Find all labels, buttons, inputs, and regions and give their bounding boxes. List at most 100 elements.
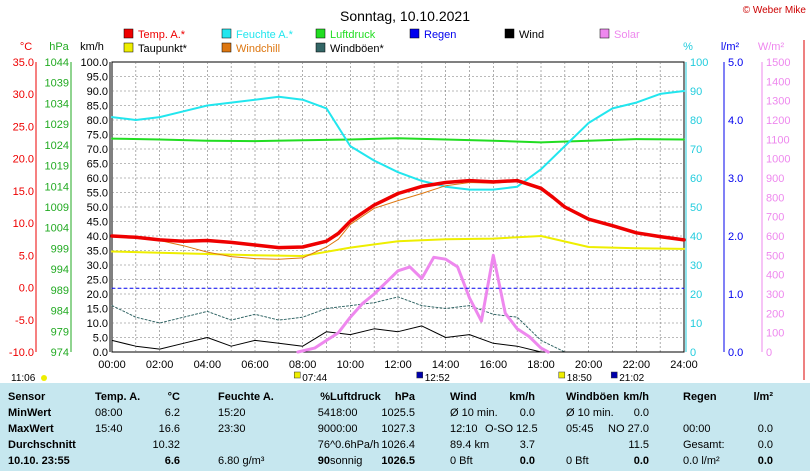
wind-axis-tick-label: 90.0	[87, 86, 108, 98]
temp-axis-tick-label: -5.0	[15, 315, 34, 327]
wind-axis-tick-label: 65.0	[87, 159, 108, 171]
stats-cell: 0 Bft	[566, 455, 589, 467]
pressure-axis-tick-label: 1019	[45, 161, 69, 173]
pressure-axis-tick-label: 994	[51, 264, 69, 276]
stats-cell: 00:00	[330, 423, 358, 435]
stats-cell: 23:30	[218, 423, 246, 435]
legend-label: Taupunkt*	[138, 43, 188, 55]
rain-axis-tick-label: 4.0	[728, 115, 743, 127]
time-mark-label: 07:44	[302, 373, 327, 383]
wind-axis-tick-label: 70.0	[87, 144, 108, 156]
stats-cell: 1026.4	[381, 439, 415, 451]
stats-header: Luftdruck	[330, 391, 381, 403]
weather-chart: Sonntag, 10.10.2021 © Weber Mike Temp. A…	[9, 5, 807, 383]
temp-axis-tick-label: 5.0	[19, 250, 34, 262]
series-luftdruck	[111, 137, 685, 144]
legend-swatch	[315, 42, 326, 53]
x-tick-label: 18:00	[527, 359, 555, 371]
stats-header: Regen	[683, 391, 717, 403]
rain-axis-tick-label: 1.0	[728, 289, 743, 301]
stats-row-label: 10.10. 23:55	[8, 455, 70, 467]
pressure-axis-tick-label: 1044	[45, 57, 69, 69]
stats-cell: 0 Bft	[450, 455, 473, 467]
legend-label: Feuchte A.*	[236, 29, 294, 41]
chart-grid	[111, 61, 685, 353]
legend-swatch	[123, 42, 134, 53]
wind-axis-tick-label: 95.0	[87, 72, 108, 84]
solar-axis-tick-label: 300	[766, 289, 784, 301]
legend-label: Temp. A.*	[138, 29, 186, 41]
x-tick-label: 10:00	[337, 359, 365, 371]
stats-cell: 0.0	[519, 455, 535, 467]
copyright-label: © Weber Mike	[743, 5, 807, 16]
legend-swatch	[123, 28, 134, 39]
pressure-axis-tick-label: 979	[51, 326, 69, 338]
stats-cell: 0.0	[757, 439, 773, 451]
wind-axis-tick-label: 25.0	[87, 275, 108, 287]
rain-unit-label: l/m²	[721, 41, 740, 53]
stats-cell: sonnig	[330, 455, 363, 467]
solar-axis-tick-label: 1000	[766, 154, 790, 166]
stats-cell: 15:40	[95, 423, 123, 435]
wind-axis-tick-label: 15.0	[87, 304, 108, 316]
series-feuchte-a	[111, 90, 685, 191]
time-mark-icon	[293, 371, 301, 379]
x-tick-label: 00:00	[98, 359, 126, 371]
stats-cell: 54	[317, 407, 330, 419]
stats-cell: 08:00	[95, 407, 123, 419]
time-mark-label: 21:02	[619, 373, 644, 383]
pressure-axis-tick-label: 1039	[45, 78, 69, 90]
x-tick-label: 04:00	[194, 359, 222, 371]
temp-axis-tick-label: 10.0	[13, 218, 34, 230]
wind-axis-tick-label: 5.0	[93, 333, 108, 345]
legend-swatch	[599, 28, 610, 39]
stats-header: km/h	[509, 391, 535, 403]
stats-cell: 00:00	[683, 423, 711, 435]
stats-cell: Ø 10 min.	[450, 407, 498, 419]
rain-axis-tick-label: 5.0	[728, 57, 743, 69]
wind-axis-tick-label: 50.0	[87, 202, 108, 214]
pressure-axis-tick-label: 1004	[45, 223, 69, 235]
rain-axis-tick-label: 3.0	[728, 173, 743, 185]
pressure-axis-tick-label: 974	[51, 347, 69, 359]
legend-swatch	[221, 28, 232, 39]
pressure-axis-tick-label: 984	[51, 306, 69, 318]
stats-cell: NO 27.0	[608, 423, 649, 435]
legend-swatch	[315, 28, 326, 39]
temp-axis-tick-label: 20.0	[13, 154, 34, 166]
legend-label: Wind	[519, 29, 544, 41]
stats-header: Sensor	[8, 391, 46, 403]
wind-axis-tick-label: 60.0	[87, 173, 108, 185]
pressure-axis-tick-label: 1014	[45, 181, 69, 193]
statistics-panel: Sensor Temp. A. °C Feuchte A.% Luftdruck hPa W…	[0, 383, 810, 471]
wind-unit-label: km/h	[80, 41, 104, 53]
x-tick-label: 24:00	[670, 359, 698, 371]
stats-header: Wind	[450, 391, 477, 403]
stats-cell: 12:10	[450, 423, 478, 435]
stats-cell: 0.0 l/m²	[683, 455, 720, 467]
stats-cell: 3.7	[519, 439, 535, 451]
pressure-axis-tick-label: 989	[51, 285, 69, 297]
wind-axis-tick-label: 100.0	[80, 57, 108, 69]
humidity-axis-tick-label: 30	[690, 260, 702, 272]
chart-series	[110, 90, 686, 354]
humidity-axis-tick-label: 40	[690, 231, 702, 243]
stats-header: °C	[167, 391, 180, 403]
stats-cell: 90	[317, 423, 330, 435]
stats-cell: 16.6	[158, 423, 180, 435]
temp-axis-tick-label: 0.0	[19, 283, 34, 295]
stats-cell: 18:00	[330, 407, 358, 419]
x-tick-label: 08:00	[289, 359, 317, 371]
solar-axis-tick-label: 700	[766, 212, 784, 224]
humidity-axis-tick-label: 100	[690, 57, 708, 69]
stats-cell: 89.4 km	[450, 439, 490, 451]
series-taupunkt	[111, 235, 685, 257]
solar-unit-label: W/m²	[758, 41, 785, 53]
wind-axis-tick-label: 30.0	[87, 260, 108, 272]
series-solar	[296, 253, 550, 354]
x-tick-label: 02:00	[146, 359, 174, 371]
stats-header: Temp. A.	[95, 391, 141, 403]
solar-axis-tick-label: 1500	[766, 57, 790, 69]
wind-axis-tick-label: 10.0	[87, 318, 108, 330]
x-tick-label: 06:00	[241, 359, 269, 371]
